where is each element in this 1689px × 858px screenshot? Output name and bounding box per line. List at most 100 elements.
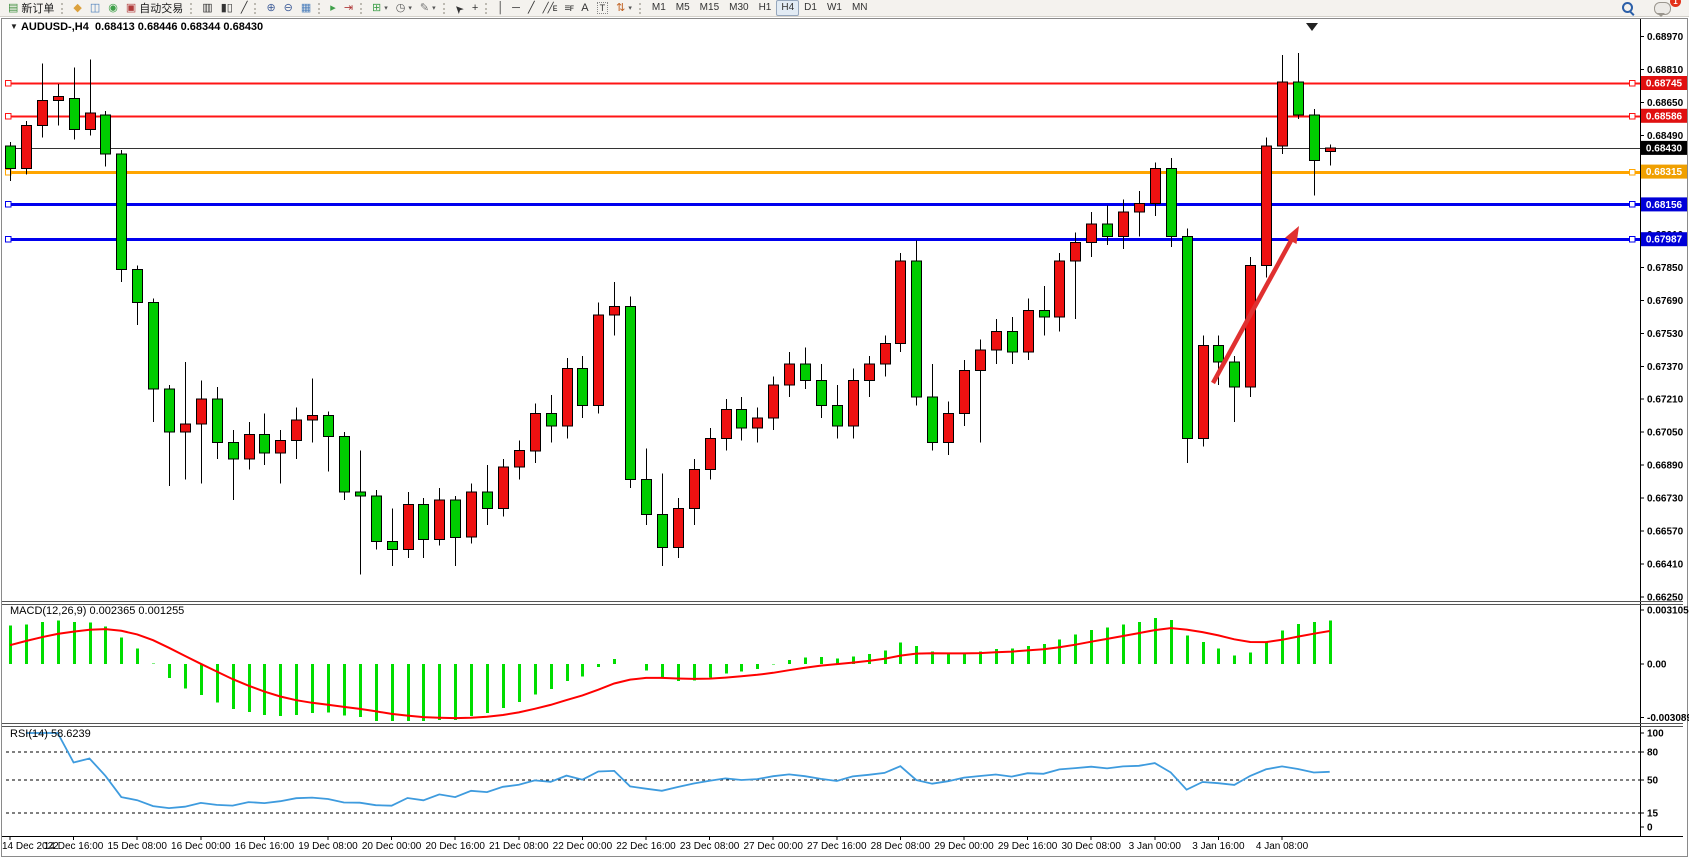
candle-body xyxy=(1229,361,1240,388)
candle-body xyxy=(816,380,827,406)
market-watch-button[interactable]: ◫ xyxy=(86,0,104,17)
candle-body xyxy=(832,404,843,427)
chart-shift-icon: ⇥ xyxy=(343,1,354,14)
candle-body xyxy=(577,367,588,406)
candle-body xyxy=(1325,147,1336,152)
timeframe-m15[interactable]: M15 xyxy=(699,2,720,13)
notifications-button[interactable]: 1 xyxy=(1650,0,1681,17)
rsi-tick-label: 100 xyxy=(1647,729,1664,740)
time-tick-label: 27 Dec 00:00 xyxy=(743,841,803,852)
text-button[interactable]: A xyxy=(577,0,592,17)
dropdown-arrow-icon[interactable]: ▾ xyxy=(408,5,412,12)
hline-handle[interactable] xyxy=(4,112,12,120)
candle-body xyxy=(1213,345,1224,363)
dropdown-arrow-icon[interactable]: ▾ xyxy=(432,5,436,12)
dropdown-arrow-icon[interactable]: ▾ xyxy=(384,5,388,12)
price-badge-label: 0.67987 xyxy=(1646,235,1683,246)
time-tick-label: 29 Dec 00:00 xyxy=(934,841,994,852)
line-chart-button[interactable]: ╱ xyxy=(237,0,252,17)
hline-handle[interactable] xyxy=(1628,200,1636,208)
zoom-in-button[interactable]: ⊕ xyxy=(262,0,279,17)
arrow-head xyxy=(1285,226,1299,244)
hline-handle[interactable] xyxy=(1628,112,1636,120)
candle-body xyxy=(482,491,493,509)
hline-handle[interactable] xyxy=(1628,168,1636,176)
timeframe-m30[interactable]: M30 xyxy=(729,2,749,13)
crosshair-button[interactable]: + xyxy=(468,0,482,17)
arrows-button[interactable]: ⇅ ▾ xyxy=(612,0,636,17)
candle-body xyxy=(5,145,16,170)
candle-body xyxy=(689,468,700,509)
price-tick-label: 0.67370 xyxy=(1647,362,1684,373)
candle-body xyxy=(180,423,191,433)
chart-shift-button[interactable]: ⇥ xyxy=(340,0,357,17)
candle-body xyxy=(1039,310,1050,318)
rsi-tick-label: 0 xyxy=(1647,823,1653,834)
cursor-icon: ➤ xyxy=(451,0,467,16)
candle-body xyxy=(625,306,636,481)
horizontal-line-button[interactable]: ─ xyxy=(508,0,524,17)
rsi-value: 58.6239 xyxy=(50,728,91,740)
rsi-panel[interactable]: 100 80 50 15 0 xyxy=(6,729,1664,834)
timeframe-mn[interactable]: MN xyxy=(851,2,868,13)
rsi-line xyxy=(25,732,1330,810)
auto-scroll-button[interactable]: ▸ xyxy=(326,0,340,17)
templates-button[interactable]: ✎ ▾ xyxy=(416,0,440,17)
periods-button[interactable]: ◷ ▾ xyxy=(392,0,416,17)
hline-handle[interactable] xyxy=(1628,79,1636,87)
charts-profile-button[interactable]: ◆ xyxy=(69,0,85,17)
time-tick-label: 21 Dec 08:00 xyxy=(489,841,549,852)
cursor-button[interactable]: ➤ xyxy=(451,0,468,17)
hline-handle[interactable] xyxy=(4,79,12,87)
price-tick-label: 0.66410 xyxy=(1647,560,1684,571)
candle-body xyxy=(1166,168,1177,237)
dropdown-arrow-icon[interactable]: ▾ xyxy=(628,5,632,12)
indicators-button[interactable]: ⊞ ▾ xyxy=(368,0,392,17)
bar-chart-icon: ▥ xyxy=(202,1,213,14)
price-tick-label: 0.67850 xyxy=(1647,263,1684,274)
candle-body xyxy=(927,396,938,444)
timeframe-h1[interactable]: H1 xyxy=(758,2,772,13)
tile-windows-button[interactable]: ▦ xyxy=(297,0,315,17)
zoom-out-button[interactable]: ⊖ xyxy=(280,0,297,17)
autotrading-button[interactable]: ▣ 自动交易 xyxy=(122,0,187,17)
timeframe-m5[interactable]: M5 xyxy=(675,2,690,13)
hline-handle[interactable] xyxy=(1628,235,1636,243)
trend-arrow[interactable] xyxy=(1211,226,1299,385)
symbol-dropdown-icon[interactable]: ▼ xyxy=(10,22,18,31)
rsi-tick-label: 80 xyxy=(1647,747,1659,758)
price-tick-label: 0.67690 xyxy=(1647,296,1684,307)
search-button[interactable] xyxy=(1617,0,1640,17)
hline-handle[interactable] xyxy=(4,235,12,243)
navigator-button[interactable]: ◉ xyxy=(104,0,122,17)
timeframe-h4[interactable]: H4 xyxy=(776,0,800,16)
timeframe-d1[interactable]: D1 xyxy=(804,2,817,13)
candle-body xyxy=(1277,81,1288,147)
toolbar-groups: ▤ 新订单 ◆ ◫ ◉ ▣ 自动交易 ▥ ▮▯ ╱ ⊕ ⊖ ▦ ▸ ⇥ ⊞ ▾ ◷ ▾ ✎ ▾ ➤ + │ ─ ╱ ╱╱ᴇ ≡ꜰ A T ⇅… xyxy=(4,0,636,17)
candlestick-chart-button[interactable]: ▮▯ xyxy=(217,0,237,17)
fibonacci-button[interactable]: ≡ꜰ xyxy=(561,0,578,17)
bar-chart-button[interactable]: ▥ xyxy=(198,0,216,17)
chat-icon xyxy=(1654,1,1671,17)
macd-panel[interactable]: 0.003105 0.00 -0.003089 xyxy=(9,606,1689,725)
candle-body xyxy=(895,260,906,345)
timeframe-m1[interactable]: M1 xyxy=(651,2,666,13)
candle-body xyxy=(1245,264,1256,388)
text-label-button[interactable]: T xyxy=(593,0,613,17)
chart-shift-marker[interactable] xyxy=(1306,23,1318,31)
candle-body xyxy=(705,437,716,470)
hline-handle[interactable] xyxy=(4,200,12,208)
macd-tick-label: -0.003089 xyxy=(1647,713,1689,724)
trendline-button[interactable]: ╱ xyxy=(524,0,539,17)
vertical-line-button[interactable]: │ xyxy=(493,0,508,17)
horizontal-line-icon: ─ xyxy=(512,1,520,14)
indicators-icon: ⊞ xyxy=(372,1,382,14)
channel-button[interactable]: ╱╱ᴇ xyxy=(539,0,561,17)
candle-body xyxy=(403,503,414,551)
new-order-button[interactable]: ▤ 新订单 xyxy=(4,0,58,17)
time-tick-label: 27 Dec 16:00 xyxy=(807,841,867,852)
candle-body xyxy=(752,417,763,429)
timeframe-w1[interactable]: W1 xyxy=(826,2,842,13)
